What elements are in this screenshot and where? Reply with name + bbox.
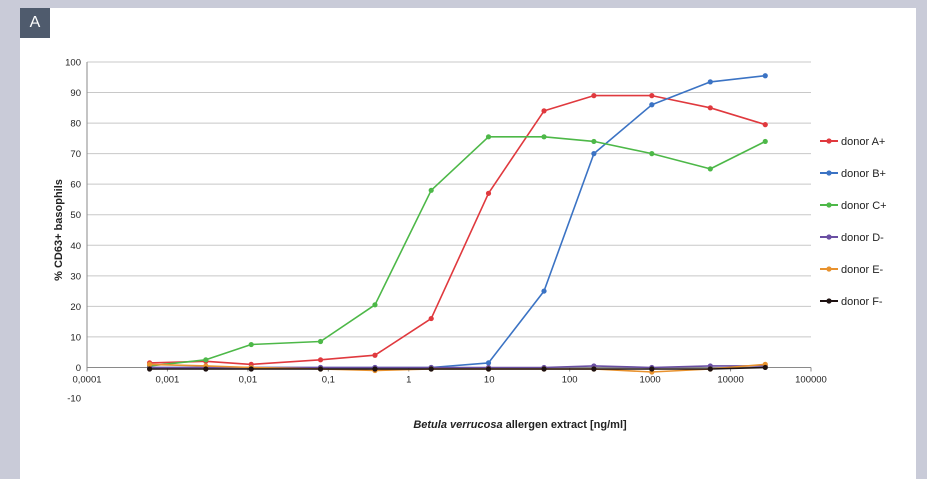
data-point bbox=[372, 366, 378, 372]
x-tick-label: 10000 bbox=[717, 374, 743, 385]
x-tick-label: 1000 bbox=[640, 374, 661, 385]
y-tick-label: 100 bbox=[65, 58, 81, 69]
legend-swatch-marker bbox=[826, 170, 832, 176]
data-point bbox=[541, 288, 547, 294]
series-line bbox=[149, 136, 766, 367]
data-point bbox=[762, 364, 768, 371]
data-point bbox=[317, 338, 324, 345]
data-point bbox=[541, 134, 547, 140]
data-point bbox=[146, 361, 153, 367]
data-point bbox=[649, 151, 655, 157]
legend-label: donor E- bbox=[841, 264, 884, 276]
data-point bbox=[591, 151, 597, 157]
legend-swatch-marker bbox=[826, 266, 832, 272]
data-point bbox=[428, 315, 434, 322]
legend-label: donor D- bbox=[841, 232, 884, 244]
data-point bbox=[248, 366, 254, 372]
data-point bbox=[248, 341, 254, 348]
legend-label: donor C+ bbox=[841, 200, 887, 212]
y-tick-label: 80 bbox=[70, 119, 81, 130]
data-point bbox=[203, 357, 209, 363]
data-point bbox=[485, 134, 492, 140]
x-tick-label: 0,1 bbox=[322, 374, 335, 385]
data-point bbox=[541, 108, 547, 114]
y-tick-label: -10 bbox=[67, 394, 81, 405]
legend-label: donor F- bbox=[841, 296, 883, 308]
legend-swatch-marker bbox=[826, 234, 832, 240]
data-point bbox=[146, 366, 153, 372]
y-tick-label: 60 bbox=[70, 180, 81, 191]
x-tick-label: 100 bbox=[562, 374, 578, 385]
data-point bbox=[649, 366, 655, 372]
y-tick-label: 10 bbox=[70, 332, 81, 343]
legend-label: donor A+ bbox=[841, 136, 885, 148]
data-point bbox=[317, 357, 324, 363]
panel-label: A bbox=[20, 8, 50, 38]
y-tick-label: 90 bbox=[70, 88, 81, 99]
legend-swatch-marker bbox=[826, 298, 832, 304]
x-tick-label: 10 bbox=[484, 374, 495, 385]
data-point bbox=[591, 93, 597, 99]
legend-swatch-marker bbox=[826, 202, 832, 208]
data-point bbox=[485, 366, 492, 372]
data-point bbox=[762, 73, 768, 79]
y-tick-label: 50 bbox=[70, 210, 81, 221]
y-tick-label: 0 bbox=[76, 363, 81, 374]
x-axis-label-italic: Betula verrucosa bbox=[413, 419, 502, 431]
gridlines bbox=[87, 61, 811, 368]
data-point bbox=[203, 366, 209, 372]
x-axis-label: Betula verrucosa allergen extract [ng/ml… bbox=[413, 419, 627, 431]
legend-label: donor B+ bbox=[841, 168, 886, 180]
axes: -10 0 10 20 30 40 50 60 70 80 90 100 0,0001 0,001 0,01… bbox=[65, 58, 827, 405]
data-point bbox=[541, 366, 547, 372]
data-point bbox=[372, 302, 378, 308]
x-tick-label: 0,01 bbox=[239, 374, 258, 385]
data-point bbox=[707, 79, 713, 85]
legend-swatch-marker bbox=[826, 138, 832, 144]
series-line bbox=[149, 366, 766, 370]
data-point bbox=[485, 190, 492, 196]
data-point bbox=[649, 93, 655, 99]
data-point bbox=[428, 366, 434, 372]
data-point bbox=[591, 138, 597, 145]
data-point bbox=[485, 360, 492, 366]
x-tick-label: 100000 bbox=[795, 374, 827, 385]
data-point bbox=[762, 122, 768, 128]
series-layer bbox=[146, 73, 768, 375]
series-line bbox=[149, 74, 766, 369]
y-axis-label: % CD63+ basophils bbox=[53, 179, 65, 281]
data-point bbox=[707, 366, 713, 372]
y-tick-label: 40 bbox=[70, 241, 81, 252]
data-point bbox=[707, 105, 713, 111]
data-point bbox=[372, 352, 378, 358]
x-axis-label-rest: allergen extract [ng/ml] bbox=[503, 419, 627, 431]
data-point bbox=[762, 138, 768, 145]
legend: donor A+ donor B+ donor C+ donor D-donor E-… bbox=[820, 136, 887, 308]
x-tick-label: 0,0001 bbox=[72, 374, 101, 385]
y-tick-label: 70 bbox=[70, 149, 81, 160]
data-point bbox=[649, 102, 655, 108]
x-tick-label: 1 bbox=[406, 374, 411, 385]
x-tick-label: 0,001 bbox=[156, 374, 180, 385]
series-line bbox=[149, 94, 766, 366]
chart-panel bbox=[20, 8, 916, 479]
data-point bbox=[317, 366, 324, 372]
y-tick-label: 20 bbox=[70, 302, 81, 313]
data-point bbox=[707, 166, 713, 172]
data-point bbox=[591, 366, 597, 372]
y-tick-label: 30 bbox=[70, 271, 81, 282]
data-point bbox=[428, 187, 434, 193]
